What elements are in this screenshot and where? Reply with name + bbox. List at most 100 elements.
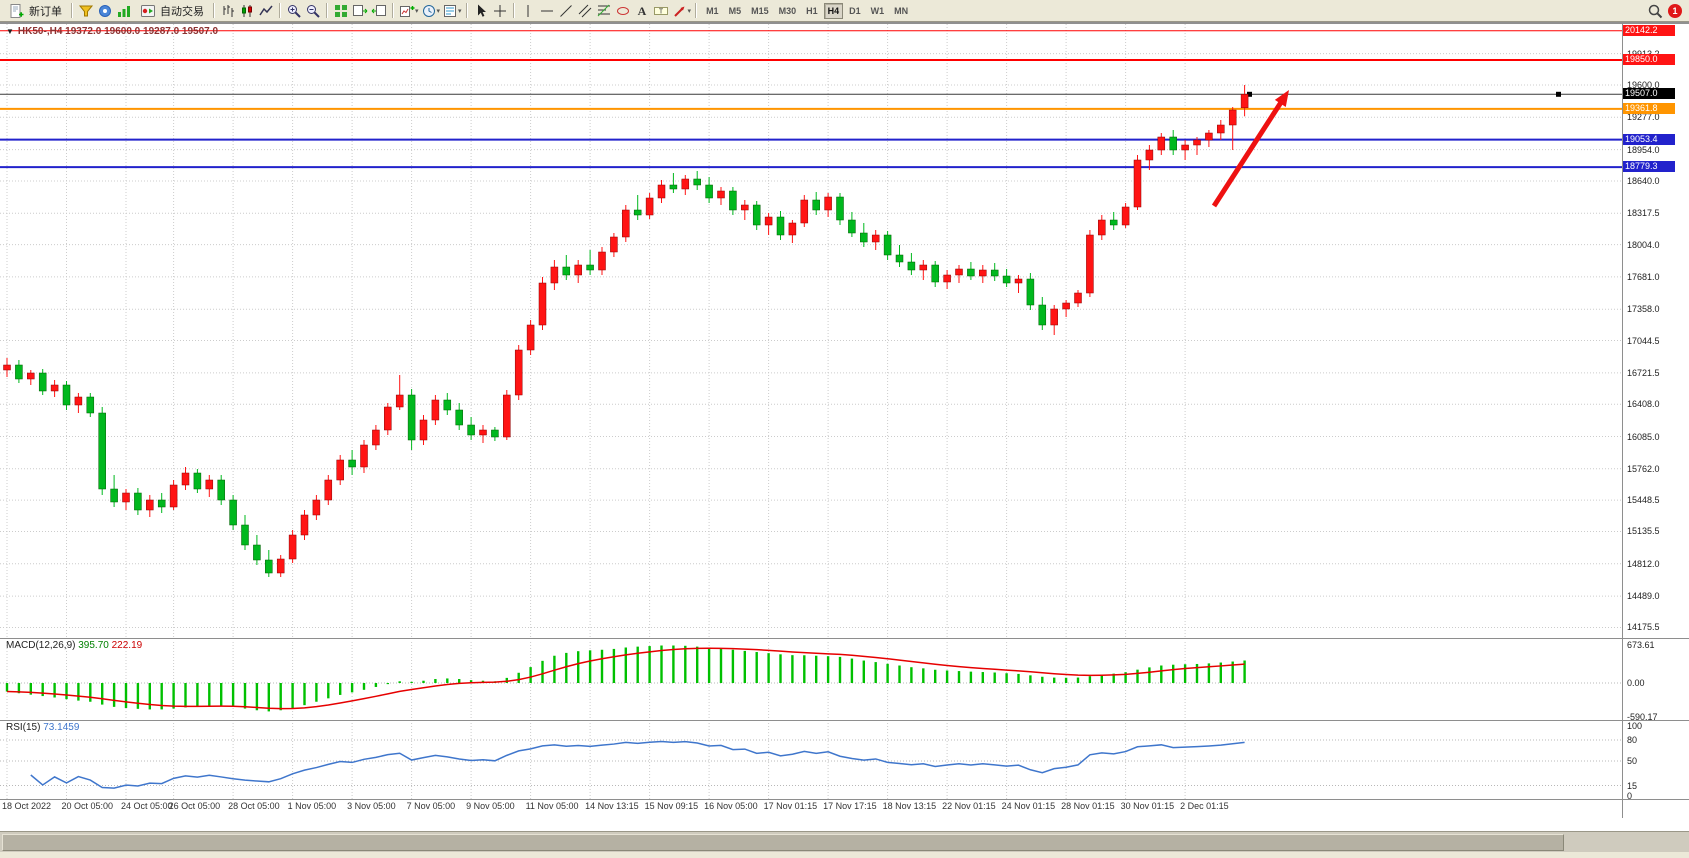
text-icon[interactable]: A (633, 2, 651, 19)
candlestick-chart-icon[interactable] (238, 2, 256, 19)
date-tick: 18 Nov 13:15 (882, 801, 937, 811)
candle-body (98, 412, 106, 490)
vertical-line-icon[interactable] (519, 2, 537, 19)
candle-body (931, 264, 939, 283)
price-lines[interactable] (0, 30, 1622, 169)
dropdown-caret-icon[interactable]: ▾ (458, 7, 462, 15)
tf-M15[interactable]: M15 (751, 5, 769, 16)
main-toolbar: 新订单 自动交易 ▾ (0, 0, 1689, 22)
channel-icon[interactable] (576, 2, 594, 19)
trend-arrow-annotation[interactable] (1211, 90, 1289, 208)
tile-windows-icon[interactable] (332, 2, 350, 19)
toolbar-separator (326, 3, 328, 18)
text-label-icon[interactable]: T (652, 2, 670, 19)
arrows-tool-icon[interactable] (671, 2, 689, 19)
rsi-tick: 80 (1627, 735, 1638, 745)
funnel-icon[interactable] (77, 2, 95, 19)
new-order-button[interactable]: 新订单 (3, 2, 67, 20)
scrollbar-thumb[interactable] (2, 834, 1564, 851)
candle-body (1074, 292, 1082, 304)
candle-body (871, 234, 880, 243)
price-tick: 16085.0 (1627, 431, 1660, 442)
candle-body (1169, 136, 1177, 151)
line-chart-icon[interactable] (257, 2, 275, 19)
macd-label: MACD(12,26,9) 395.70 222.19 (6, 640, 142, 651)
date-tick: 26 Oct 05:00 (168, 801, 221, 811)
candle-body (514, 349, 523, 396)
oneclick-trading-icon[interactable]: ▼ (6, 27, 14, 36)
candle-body (74, 396, 83, 406)
fibonacci-icon[interactable] (595, 2, 613, 19)
candle-body (1050, 308, 1058, 326)
candle-body (657, 184, 666, 199)
search-icon[interactable] (1646, 2, 1664, 19)
bar-chart-icon[interactable] (219, 2, 237, 19)
candle-body (538, 282, 547, 326)
trendline-icon[interactable] (557, 2, 575, 19)
tf-D1[interactable]: D1 (849, 5, 861, 16)
date-tick: 16 Nov 05:00 (704, 801, 758, 811)
rsi-tick: 0 (1627, 791, 1633, 801)
autotrading-button[interactable]: 自动交易 (134, 2, 209, 20)
candle-body (907, 261, 916, 271)
candle-body (122, 492, 130, 503)
tf-MN[interactable]: MN (894, 5, 909, 16)
rsi-tick: 50 (1627, 756, 1638, 766)
auto-scroll-icon[interactable] (351, 2, 369, 19)
horizontal-line-icon[interactable] (538, 2, 556, 19)
tf-M1[interactable]: M1 (706, 5, 719, 16)
candle-body (253, 544, 261, 561)
candle-body (1062, 302, 1070, 310)
candle-body (562, 266, 571, 276)
candle-body (800, 199, 809, 224)
tf-H4[interactable]: H4 (823, 2, 844, 19)
candle-body (752, 204, 761, 226)
candle-body (788, 222, 797, 236)
tf-M30[interactable]: M30 (778, 5, 797, 16)
toolbar-separator (465, 3, 468, 18)
notification-badge[interactable]: 1 (1668, 3, 1682, 18)
price-tick: 19277.0 (1627, 112, 1660, 123)
horizontal-scrollbar[interactable] (0, 831, 1689, 852)
shapes-icon[interactable] (614, 2, 632, 19)
cursor-icon[interactable] (472, 2, 490, 19)
timeframe-group: M1 M5 M15 M30 H1 H4 D1 W1 MN (701, 2, 913, 19)
candle-body (3, 364, 11, 371)
candle-body (503, 394, 511, 438)
candlesticks[interactable] (3, 85, 1249, 577)
candle-body (1098, 219, 1106, 236)
date-tick: 17 Nov 01:15 (763, 801, 818, 811)
candle-body (550, 266, 559, 284)
candle-body (1026, 278, 1035, 306)
crosshair-icon[interactable] (491, 2, 509, 19)
tf-H1[interactable]: H1 (806, 5, 818, 16)
tf-M5[interactable]: M5 (728, 5, 742, 16)
dropdown-caret-icon[interactable]: ▾ (415, 7, 419, 15)
chart-shift-icon[interactable] (370, 2, 388, 19)
period-clock-icon[interactable] (420, 2, 438, 19)
svg-text:A: A (637, 4, 646, 18)
candle-body (1014, 278, 1023, 284)
new-chart-icon[interactable] (398, 2, 416, 19)
candle-body (1133, 159, 1142, 208)
template-icon[interactable] (441, 2, 459, 19)
market-history-icon[interactable] (115, 2, 133, 19)
price-tick: 16408.0 (1627, 399, 1660, 410)
candle-body (479, 429, 487, 436)
price-tick: 15762.0 (1627, 463, 1660, 474)
tf-W1[interactable]: W1 (870, 5, 885, 16)
macd-tick: -590.17 (1627, 711, 1658, 722)
candle-body (1109, 219, 1118, 226)
date-tick: 18 Oct 2022 (2, 801, 52, 811)
advisor-icon[interactable] (96, 2, 114, 19)
candle-body (205, 479, 214, 490)
line-handle (1247, 91, 1252, 97)
zoom-out-icon[interactable] (304, 2, 322, 19)
line-handle (1556, 91, 1561, 97)
zoom-in-icon[interactable] (285, 2, 303, 19)
dropdown-caret-icon[interactable]: ▾ (436, 7, 441, 15)
candle-body (598, 251, 606, 271)
date-tick: 30 Nov 01:15 (1120, 801, 1175, 811)
dropdown-caret-icon[interactable]: ▾ (687, 7, 692, 15)
